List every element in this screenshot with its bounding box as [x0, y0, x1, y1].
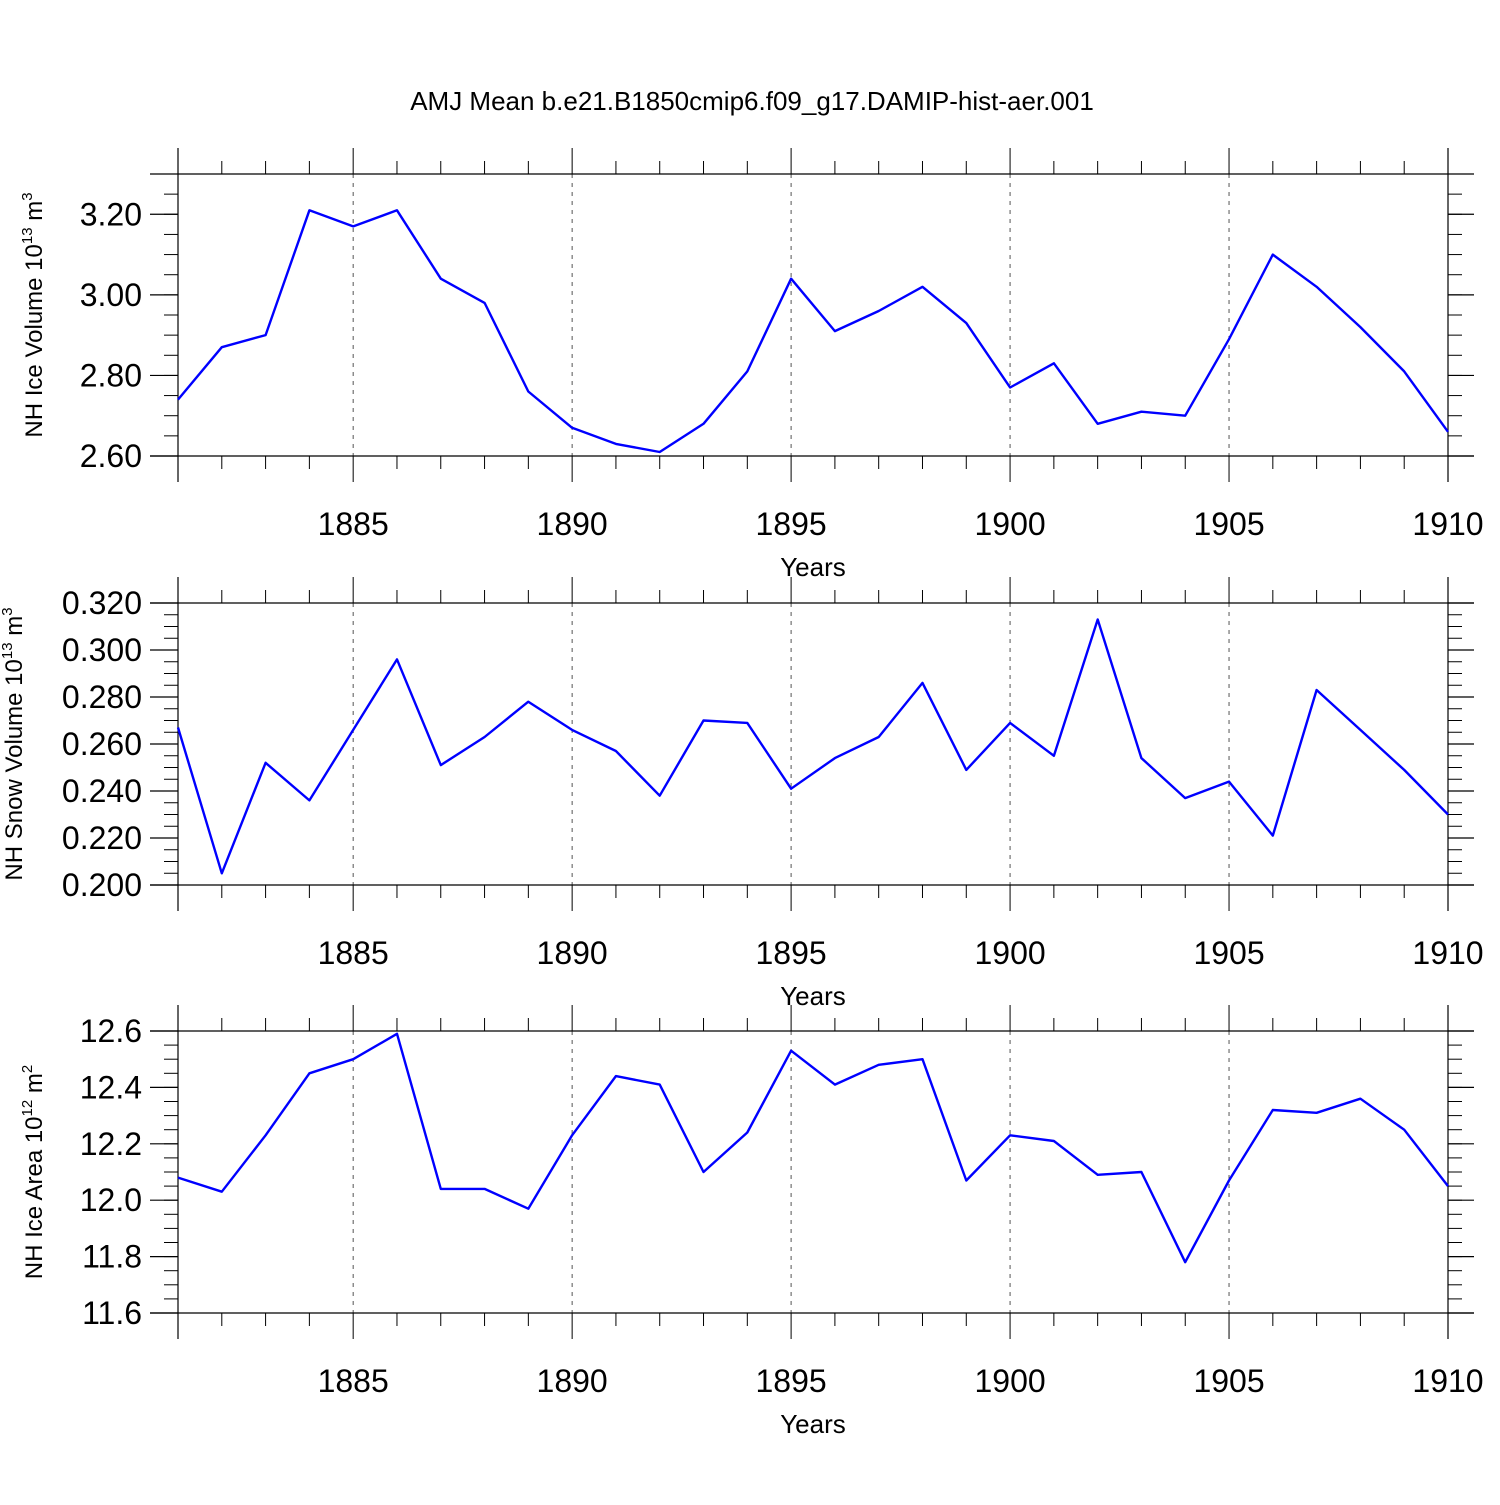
x-tick-label: 1900 [974, 935, 1045, 971]
x-tick-label: 1910 [1412, 935, 1483, 971]
y-axis-title-unit-exponent: 2 [19, 1065, 36, 1073]
x-axis-title: Years [780, 552, 846, 582]
y-tick-label: 0.260 [62, 726, 142, 762]
x-tick-label: 1910 [1412, 506, 1483, 542]
y-tick-label: 11.6 [82, 1295, 142, 1331]
x-axis-title: Years [780, 981, 846, 1011]
y-axis-title-main: NH Ice Area 10 [21, 1116, 48, 1279]
y-axis-title-unit: m [21, 1073, 48, 1100]
y-tick-label: 0.220 [62, 820, 142, 856]
x-tick-label: 1895 [756, 935, 827, 971]
chart-title: AMJ Mean b.e21.B1850cmip6.f09_g17.DAMIP-… [410, 86, 1094, 116]
y-axis-title-unit-exponent: 3 [0, 607, 16, 615]
y-tick-label: 12.6 [80, 1013, 142, 1049]
y-axis-title: NH Snow Volume 1013 m3 [0, 607, 28, 880]
x-tick-label: 1885 [318, 506, 389, 542]
y-axis-title: NH Ice Area 1012 m2 [19, 1065, 48, 1279]
series-line [176, 618, 1449, 875]
y-tick-label: 0.280 [62, 679, 142, 715]
x-tick-label: 1895 [756, 506, 827, 542]
y-tick-label: 2.60 [80, 438, 142, 474]
x-tick-label: 1910 [1412, 1363, 1483, 1399]
y-tick-label: 11.8 [82, 1239, 142, 1275]
y-axis-title-exponent: 13 [0, 642, 16, 659]
y-axis-title-unit: m [21, 201, 48, 228]
series-line [177, 1032, 1449, 1264]
x-tick-label: 1900 [974, 506, 1045, 542]
y-tick-label: 0.320 [62, 585, 142, 621]
chart-panel-3: 11.6 11.8 12.0 12.2 12.4 12.6 1885 1890 1895 1900… [19, 1005, 1484, 1439]
y-tick-label: 0.200 [62, 867, 142, 903]
y-axis-title-unit-exponent: 3 [19, 192, 36, 200]
y-tick-label: 2.80 [80, 357, 142, 393]
y-tick-label: 0.240 [62, 773, 142, 809]
y-tick-label: 3.20 [80, 196, 142, 232]
x-axis-title: Years [780, 1409, 846, 1439]
x-tick-label: 1905 [1193, 506, 1264, 542]
x-tick-label: 1900 [974, 1363, 1045, 1399]
chart-panel-2: 0.200 0.220 0.240 0.260 0.280 0.300 0.320 1885 1… [0, 577, 1484, 1011]
y-axis-title-exponent: 13 [19, 227, 36, 244]
x-tick-label: 1890 [537, 1363, 608, 1399]
y-axis-title-exponent: 12 [19, 1100, 36, 1117]
series-line [177, 209, 1449, 454]
x-tick-label: 1885 [318, 1363, 389, 1399]
x-tick-label: 1905 [1193, 935, 1264, 971]
chart-panel-1: 2.60 2.80 3.00 3.20 1885 1890 1895 1900 1905 1910… [19, 148, 1484, 582]
y-axis-title: NH Ice Volume 1013 m3 [19, 192, 48, 437]
y-axis-title-main: NH Snow Volume 10 [1, 659, 28, 880]
x-tick-label: 1890 [537, 506, 608, 542]
y-tick-label: 12.4 [80, 1069, 142, 1105]
x-tick-label: 1895 [756, 1363, 827, 1399]
y-tick-label: 3.00 [80, 277, 142, 313]
x-tick-label: 1905 [1193, 1363, 1264, 1399]
y-tick-label: 12.2 [80, 1126, 142, 1162]
y-tick-label: 0.300 [62, 632, 142, 668]
y-axis-title-unit: m [1, 616, 28, 643]
y-axis-title-main: NH Ice Volume 10 [21, 244, 48, 437]
x-tick-label: 1885 [318, 935, 389, 971]
x-tick-label: 1890 [537, 935, 608, 971]
y-tick-label: 12.0 [80, 1182, 142, 1218]
